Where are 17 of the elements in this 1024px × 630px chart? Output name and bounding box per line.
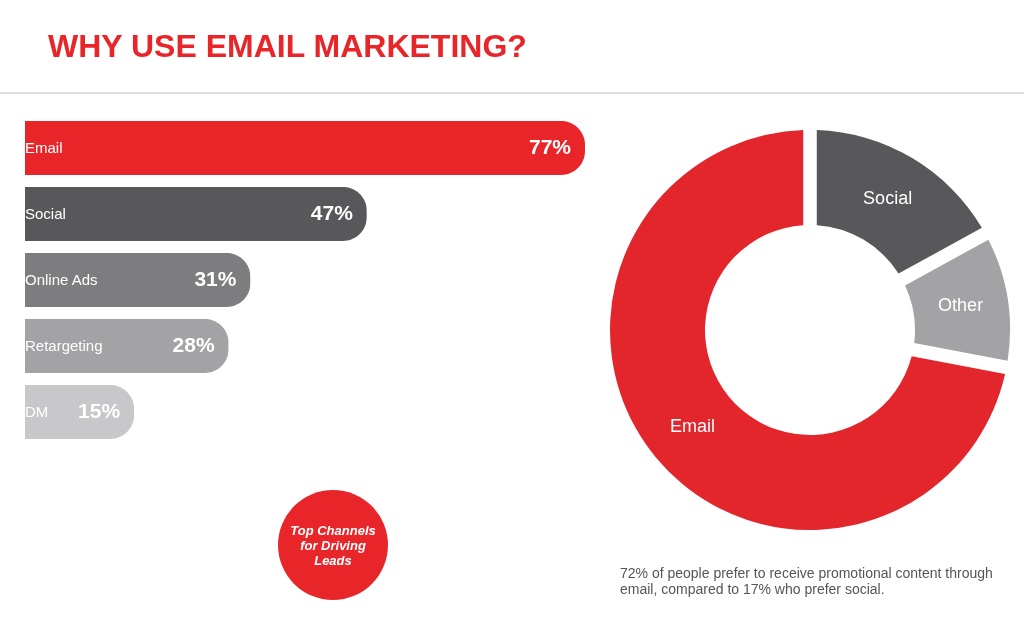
- data-label: 31%: [194, 267, 237, 290]
- y-tick-label: Retargeting: [25, 337, 103, 354]
- y-tick-label: Online Ads: [25, 271, 98, 288]
- bar: [25, 120, 585, 176]
- text: 72% of people prefer to receive promotional content through email, compared to 17% who prefer social.: [620, 565, 994, 597]
- text: Top Channels for Driving Leads: [278, 490, 388, 600]
- slice-label: Email: [669, 416, 715, 437]
- y-tick-label: Social: [25, 205, 66, 222]
- bar: [25, 252, 251, 308]
- y-tick-label: Email: [25, 139, 63, 156]
- slice-label: Other: [938, 295, 984, 316]
- bar: [25, 186, 367, 242]
- slice-label: Social: [863, 187, 913, 208]
- data-label: 47%: [310, 201, 354, 224]
- data-label: 28%: [172, 333, 215, 356]
- data-label: 77%: [528, 135, 572, 158]
- chart-title: WHY USE EMAIL MARKETING?: [48, 28, 527, 65]
